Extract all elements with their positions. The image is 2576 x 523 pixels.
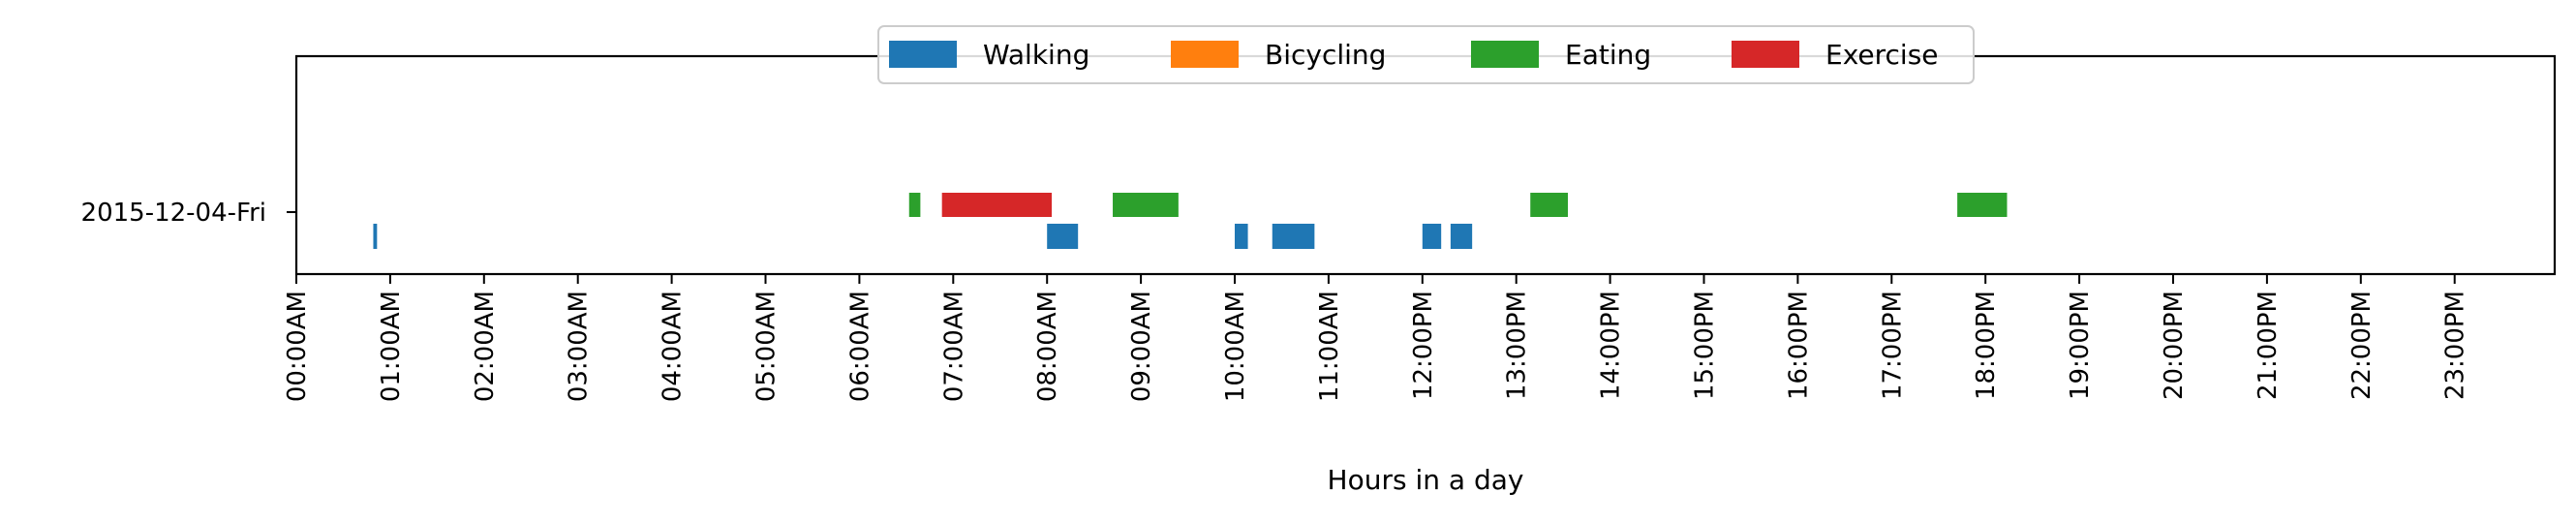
walking-bar-1 [373, 224, 378, 249]
y-tick-label: 2015-12-04-Fri [81, 199, 266, 228]
x-tick-label: 05:00AM [752, 291, 782, 402]
eating-legend-swatch [1471, 41, 1539, 68]
bicycling-legend-label: Bicycling [1265, 39, 1386, 71]
x-tick-label: 10:00AM [1221, 291, 1250, 402]
x-tick-label: 02:00AM [471, 291, 500, 402]
exercise-legend-swatch [1732, 41, 1799, 68]
x-tick-label: 03:00AM [565, 291, 594, 402]
walking-bar-6 [1450, 224, 1473, 249]
walking-legend-swatch [889, 41, 957, 68]
x-ticks-group: 00:00AM 01:00AM 02:00AM 03:00AM 04:00AM 05:00… [283, 274, 2470, 402]
x-tick-label: 04:00AM [659, 291, 688, 402]
x-tick-label: 21:00PM [2254, 291, 2283, 400]
legend-box [877, 25, 1975, 84]
walking-bar-5 [1422, 224, 1442, 249]
eating-bar-3 [1530, 193, 1568, 217]
x-tick-label: 18:00PM [1972, 291, 2001, 400]
x-tick-label: 06:00AM [845, 291, 874, 402]
x-tick-label: 09:00AM [1127, 291, 1156, 402]
x-tick-label: 23:00PM [2441, 291, 2470, 400]
x-tick-label: 22:00PM [2347, 291, 2377, 400]
x-tick-label: 00:00AM [283, 291, 312, 402]
x-tick-label: 12:00PM [1409, 291, 1438, 400]
legend: Walking Bicycling Eating Exercise [877, 25, 1975, 84]
bars-group [373, 193, 2008, 249]
x-tick-label: 07:00AM [939, 291, 968, 402]
exercise-legend-label: Exercise [1825, 39, 1939, 71]
x-tick-label: 01:00AM [377, 291, 406, 402]
x-tick-label: 08:00AM [1033, 291, 1062, 402]
eating-bar-4 [1957, 193, 2008, 217]
x-tick-label: 11:00AM [1315, 291, 1344, 402]
x-tick-label: 19:00PM [2066, 291, 2095, 400]
x-tick-label: 15:00PM [1691, 291, 1720, 400]
x-tick-label: 16:00PM [1784, 291, 1813, 400]
x-axis-label: Hours in a day [1328, 464, 1524, 496]
walking-bar-3 [1235, 224, 1248, 249]
x-tick-label: 20:00PM [2160, 291, 2189, 400]
eating-legend-label: Eating [1565, 39, 1651, 71]
x-tick-label: 17:00PM [1878, 291, 1907, 400]
bicycling-legend-swatch [1171, 41, 1239, 68]
x-tick-label: 13:00PM [1503, 291, 1532, 400]
walking-bar-4 [1272, 224, 1315, 249]
walking-legend-label: Walking [983, 39, 1089, 71]
walking-bar-2 [1047, 224, 1079, 249]
x-tick-label: 14:00PM [1597, 291, 1626, 400]
eating-bar-2 [1113, 193, 1179, 217]
exercise-bar-1 [941, 193, 1053, 217]
eating-bar-1 [908, 193, 921, 217]
